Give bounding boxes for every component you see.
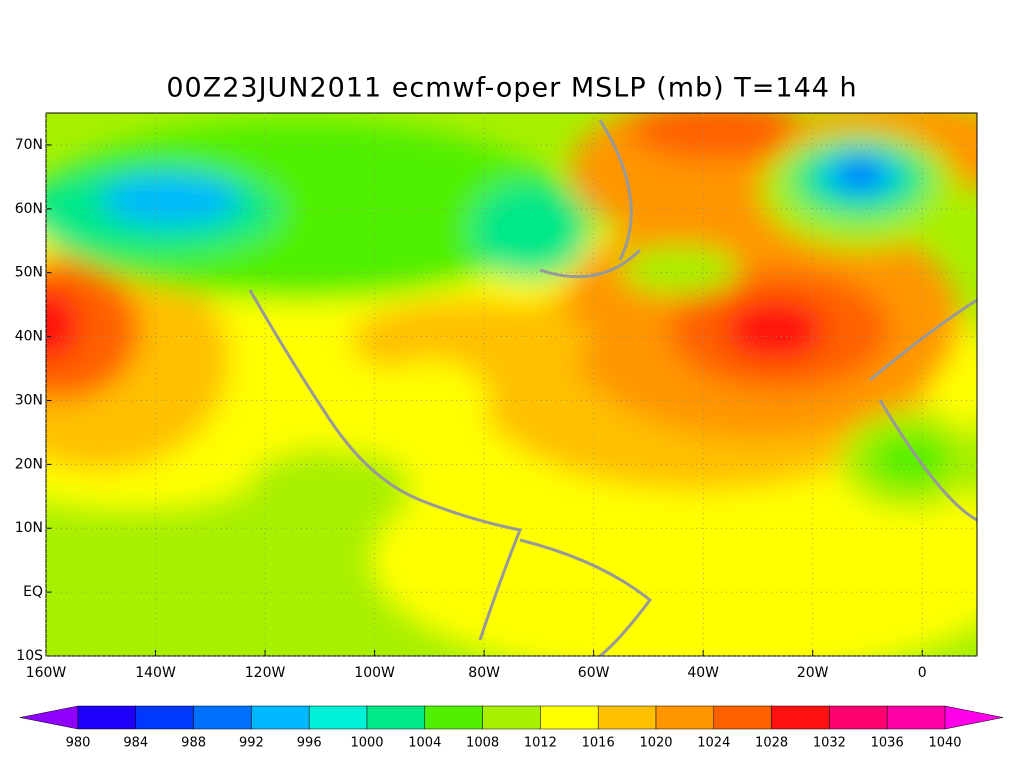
colorbar-box xyxy=(886,705,946,730)
lon-tick-label: 160W xyxy=(26,665,67,681)
colorbar-label: 1024 xyxy=(697,736,730,751)
colorbar-label: 1016 xyxy=(582,736,615,751)
colorbar-box xyxy=(308,705,368,730)
colorbar-box xyxy=(829,705,888,730)
lat-tick-label: 40N xyxy=(15,329,43,345)
colorbar-label: 996 xyxy=(297,736,322,751)
lon-tick-label: 20W xyxy=(797,665,829,681)
lon-tick-label: 140W xyxy=(135,665,176,681)
colorbar-label: 1020 xyxy=(639,736,672,751)
lat-tick-label: 10S xyxy=(16,648,43,664)
colorbar-box xyxy=(135,705,194,730)
lon-tick-label: 0 xyxy=(918,665,927,681)
colorbar-label: 1036 xyxy=(871,736,904,751)
colorbar-box xyxy=(655,705,715,730)
map-title: 00Z23JUN2011 ecmwf-oper MSLP (mb) T=144 … xyxy=(166,73,857,104)
colorbar-label: 980 xyxy=(66,736,91,751)
colorbar-label: 1028 xyxy=(755,736,788,751)
colorbar-box xyxy=(77,705,137,730)
colorbar-box xyxy=(482,705,541,730)
lat-tick-label: 60N xyxy=(15,201,43,217)
lon-tick-label: 40W xyxy=(687,665,719,681)
colorbar-box xyxy=(424,705,483,730)
colorbar-label: 1008 xyxy=(466,736,499,751)
colorbar-label: 1032 xyxy=(813,736,846,751)
colorbar-label: 992 xyxy=(239,736,264,751)
lat-tick-label: EQ xyxy=(23,584,43,600)
colorbar-label: 1000 xyxy=(350,736,383,751)
colorbar-box xyxy=(713,705,772,730)
lon-tick-label: 80W xyxy=(468,665,500,681)
colorbar-box xyxy=(540,705,599,730)
colorbar-label: 1040 xyxy=(928,736,961,751)
lat-tick-label: 30N xyxy=(15,392,43,408)
lat-tick-label: 50N xyxy=(15,265,43,281)
colorbar-label: 984 xyxy=(123,736,148,751)
lat-tick-label: 70N xyxy=(15,137,43,153)
colorbar-box xyxy=(193,705,252,730)
lon-tick-label: 60W xyxy=(578,665,610,681)
colorbar-label: 1012 xyxy=(524,736,557,751)
lon-tick-label: 100W xyxy=(354,665,395,681)
colorbar-label: 988 xyxy=(181,736,206,751)
pressure-field xyxy=(46,113,977,656)
coastlines xyxy=(248,119,977,656)
colorbar-box xyxy=(251,705,310,730)
colorbar-box xyxy=(771,705,830,730)
lat-tick-label: 10N xyxy=(15,520,43,536)
lat-tick-label: 20N xyxy=(15,456,43,472)
colorbar-arrow-high xyxy=(944,705,1004,730)
colorbar-arrow-low xyxy=(19,705,79,730)
lon-tick-label: 120W xyxy=(245,665,286,681)
colorbar-box xyxy=(597,705,657,730)
colorbar-box xyxy=(366,705,426,730)
colorbar-label: 1004 xyxy=(408,736,441,751)
